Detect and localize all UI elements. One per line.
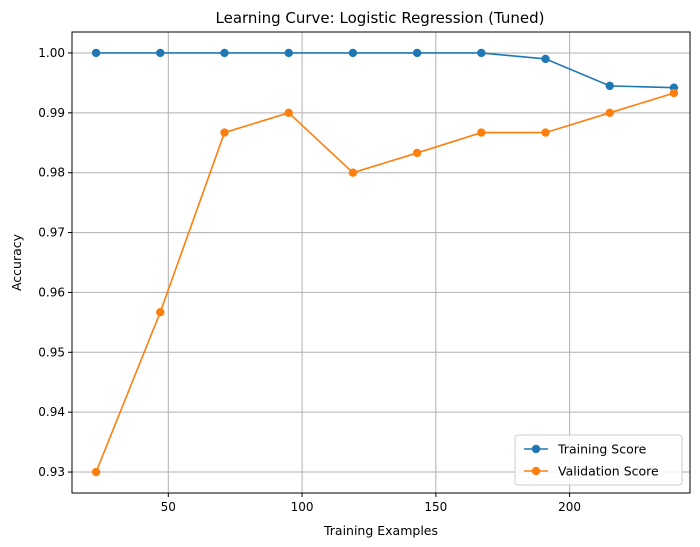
data-point	[541, 128, 550, 137]
data-point	[348, 48, 358, 58]
data-point	[477, 128, 486, 137]
data-point	[156, 307, 165, 317]
data-point	[156, 48, 165, 58]
legend-marker	[531, 466, 541, 476]
data-point	[669, 88, 679, 98]
grid-lines	[72, 32, 690, 493]
x-tick-label: 150	[424, 500, 447, 514]
legend-item: Training Score	[524, 442, 647, 457]
series-training-score	[91, 48, 679, 92]
series-validation-score	[91, 88, 679, 477]
data-point	[412, 148, 422, 158]
y-tick-label: 0.96	[38, 285, 65, 299]
legend-marker	[531, 444, 541, 454]
data-point	[220, 128, 229, 137]
data-point	[477, 48, 486, 58]
x-tick-label: 100	[291, 500, 314, 514]
axis-ticks: 50 100 150 200 0.93 0.94 0.95 0.96 0.97 0.98 0.99 1…	[38, 46, 581, 514]
data-point	[605, 81, 614, 91]
legend: Training Score Validation Score	[514, 434, 683, 486]
series-line	[95, 92, 675, 473]
series-line	[96, 52, 674, 89]
data-point	[220, 48, 229, 58]
y-tick-label: 0.99	[38, 106, 65, 120]
x-tick-label: 200	[558, 500, 581, 514]
data-point	[348, 168, 358, 177]
data-point	[284, 108, 293, 118]
data-point	[284, 48, 293, 58]
legend-item: Validation Score	[524, 464, 659, 479]
series-layer	[91, 48, 679, 477]
y-axis-label: Accuracy	[9, 233, 24, 291]
chart-title: Learning Curve: Logistic Regression (Tun…	[216, 9, 545, 27]
y-tick-label: 1.00	[38, 46, 65, 60]
data-point	[91, 467, 101, 477]
data-point	[605, 108, 614, 118]
legend-box	[514, 434, 683, 486]
y-tick-label: 0.94	[38, 405, 65, 419]
plot-frame	[71, 31, 691, 494]
legend-label: Training Score	[557, 442, 647, 457]
data-point	[91, 48, 101, 58]
y-tick-label: 0.97	[38, 226, 65, 240]
y-tick-label: 0.98	[38, 166, 65, 180]
legend-label: Validation Score	[558, 464, 659, 479]
data-point	[541, 54, 550, 64]
x-tick-label: 50	[161, 500, 176, 514]
data-point	[412, 48, 422, 58]
x-axis-label: Training Examples	[323, 523, 438, 538]
y-tick-label: 0.95	[38, 345, 65, 359]
y-tick-label: 0.93	[38, 465, 65, 479]
